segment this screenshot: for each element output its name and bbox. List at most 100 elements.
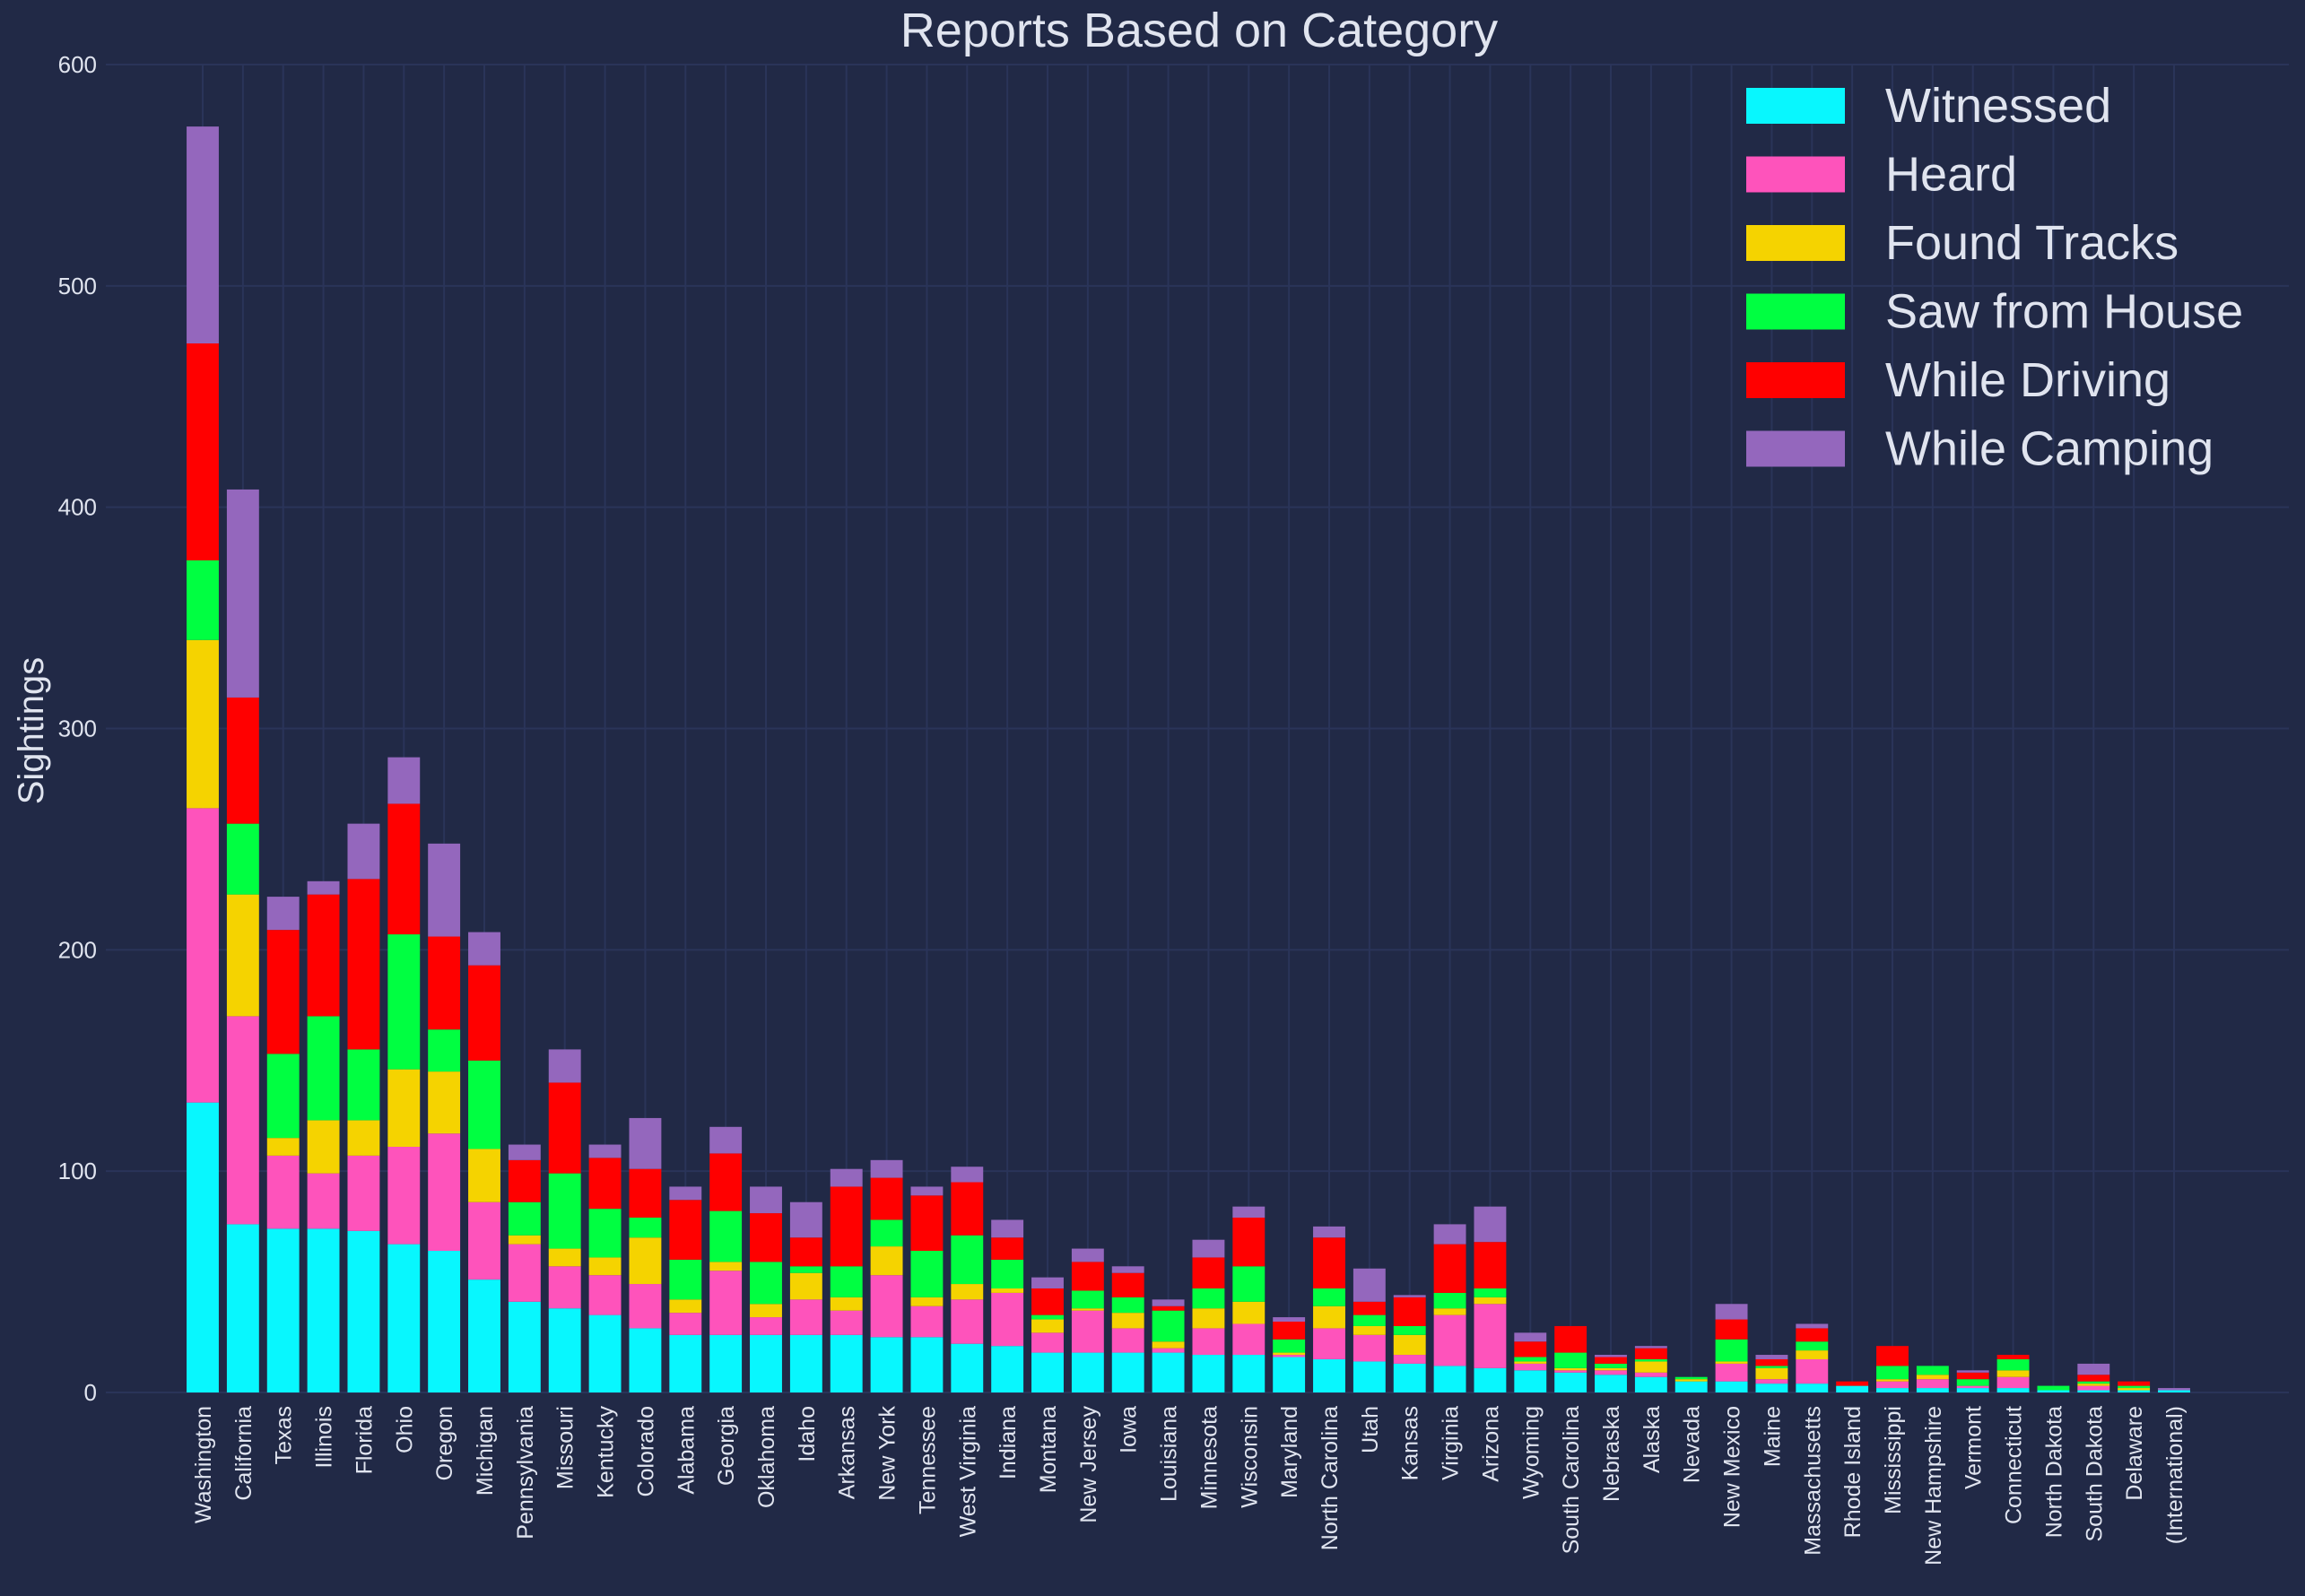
bar-segment [1595, 1357, 1627, 1364]
bar-segment [2077, 1385, 2110, 1391]
bar-segment [1152, 1310, 1185, 1342]
bar-segment [789, 1201, 822, 1238]
bar-segment [1433, 1244, 1466, 1293]
bar-segment [2077, 1375, 2110, 1382]
bar-segment [347, 1155, 380, 1231]
bar-segment [1232, 1323, 1266, 1356]
bar-segment [226, 1016, 259, 1225]
bar-segment [629, 1328, 662, 1392]
bar-segment [1111, 1352, 1144, 1392]
bar-segment [428, 1029, 461, 1072]
bar-segment [830, 1310, 863, 1335]
bar-segment [508, 1301, 541, 1392]
x-tick-label: Oregon [432, 1406, 457, 1480]
bar-segment [468, 1201, 500, 1280]
x-tick-label: Connecticut [2002, 1406, 2027, 1524]
bar-segment [588, 1257, 622, 1276]
x-tick-label: Nevada [1680, 1406, 1705, 1483]
bar-segment [1393, 1334, 1426, 1356]
bar-segment [468, 1279, 500, 1392]
bar-segment [1674, 1379, 1708, 1382]
bar-segment [1595, 1370, 1627, 1375]
bar-segment [588, 1275, 622, 1315]
bar-segment [991, 1259, 1024, 1288]
bar-segment [1674, 1381, 1708, 1392]
bar-segment [951, 1343, 984, 1392]
bar-segment [307, 880, 340, 895]
bar-segment [1715, 1361, 1748, 1364]
bar-segment [307, 1173, 340, 1229]
bar-segment [1111, 1297, 1144, 1314]
bar-segment [1192, 1239, 1225, 1258]
bar-segment [1876, 1346, 1909, 1366]
bar-segment [750, 1317, 782, 1335]
legend-swatch [1746, 430, 1845, 467]
bar-segment [1674, 1376, 1708, 1380]
bar-segment [468, 932, 500, 966]
bar-segment [1996, 1388, 2030, 1392]
x-tick-label: Kentucky [594, 1406, 619, 1498]
bar-segment [1916, 1375, 1949, 1380]
legend-label: Heard [1885, 148, 2017, 202]
bar-segment [588, 1158, 622, 1210]
bar-segment [1715, 1304, 1748, 1320]
bar-segment [1353, 1361, 1386, 1392]
x-tick-label: New Jersey [1076, 1406, 1101, 1523]
bar-segment [1876, 1379, 1909, 1382]
bar-segment [428, 1251, 461, 1392]
bar-segment [1715, 1319, 1748, 1340]
bar-segment [830, 1186, 863, 1267]
bar-segment [830, 1266, 863, 1297]
bar-segment [709, 1271, 743, 1335]
x-tick-label: Iowa [1117, 1406, 1142, 1453]
bar-segment [347, 1230, 380, 1392]
x-tick-label: South Dakota [2082, 1406, 2107, 1542]
bar-segment [1474, 1367, 1507, 1392]
bar-segment [669, 1259, 702, 1300]
x-tick-label: Indiana [996, 1406, 1021, 1479]
bar-segment [1273, 1322, 1306, 1340]
legend-label: Saw from House [1885, 285, 2243, 339]
x-tick-label: Nebraska [1599, 1406, 1624, 1502]
bar-segment [1634, 1372, 1667, 1377]
bar-segment [870, 1159, 903, 1178]
bar-segment [468, 965, 500, 1061]
bar-segment [266, 1155, 300, 1229]
bar-segment [870, 1219, 903, 1247]
x-tick-label: Wyoming [1518, 1406, 1544, 1499]
bar-segment [1595, 1355, 1627, 1357]
bar-segment [548, 1248, 581, 1267]
bar-segment [1836, 1385, 1869, 1392]
bar-segment [1152, 1299, 1185, 1306]
bar-segment [709, 1210, 743, 1262]
bar-segment [1956, 1388, 1989, 1392]
bar-segment [1916, 1379, 1949, 1389]
bar-segment [1956, 1370, 1989, 1373]
bar-segment [1876, 1388, 1909, 1392]
bar-segment [1634, 1376, 1667, 1392]
bar-segment [1393, 1297, 1426, 1326]
bar-segment [1031, 1314, 1064, 1320]
bar-segment [1916, 1388, 1949, 1392]
bar-segment [1071, 1248, 1104, 1262]
bar-segment [187, 126, 219, 344]
bar-segment [1192, 1308, 1225, 1329]
bar-segment [1031, 1332, 1064, 1353]
bar-segment [2118, 1381, 2151, 1386]
bar-segment [1232, 1355, 1266, 1392]
bar-segment [1313, 1305, 1345, 1329]
bar-segment [266, 897, 300, 931]
x-tick-label: Ohio [392, 1406, 417, 1453]
bar-segment [1192, 1288, 1225, 1309]
bar-segment [1634, 1358, 1667, 1362]
bar-segment [910, 1251, 944, 1297]
legend-label: While Camping [1885, 422, 2214, 476]
y-tick-label: 100 [58, 1158, 97, 1184]
bar-segment [1313, 1358, 1345, 1392]
bar-segment [2037, 1390, 2070, 1392]
bar-segment [830, 1334, 863, 1392]
bar-segment [226, 823, 259, 895]
x-tick-label: Missouri [553, 1406, 578, 1489]
bar-segment [1031, 1352, 1064, 1392]
bar-segment [548, 1082, 581, 1174]
